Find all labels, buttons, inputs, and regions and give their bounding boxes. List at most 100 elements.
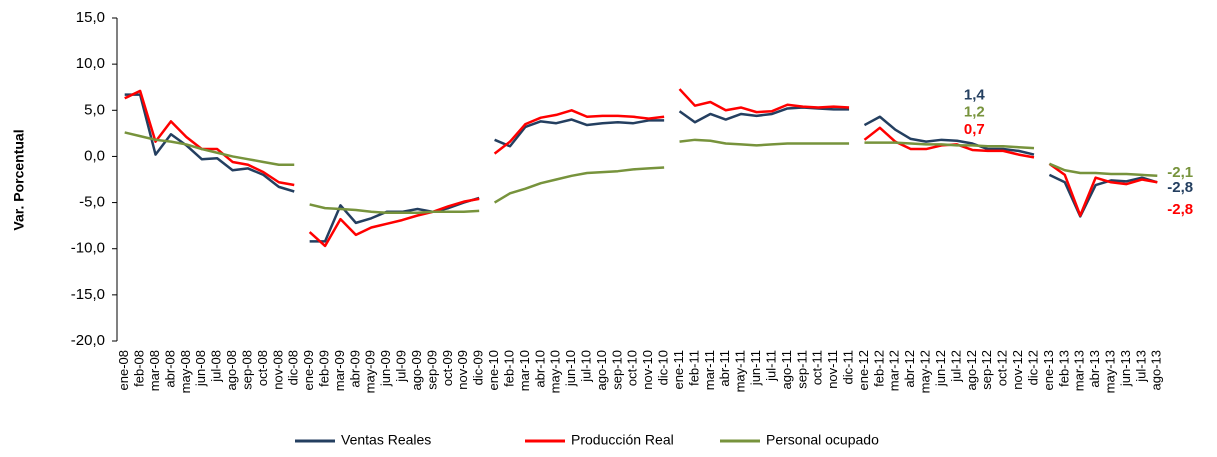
series-line <box>863 115 1035 156</box>
x-tick-label: ene-13 <box>1041 350 1056 390</box>
series-line <box>864 141 1035 150</box>
y-tick-label: 15,0 <box>76 9 105 26</box>
legend-label: Personal ocupado <box>766 432 879 448</box>
x-tick-label: nov-11 <box>825 350 840 389</box>
x-tick-label: jun-13 <box>1118 350 1133 387</box>
x-tick-label: ago-09 <box>409 350 424 390</box>
series-line <box>678 88 850 114</box>
y-tick-label: -5,0 <box>79 194 105 211</box>
x-tick-label: nov-10 <box>640 350 655 390</box>
series-line <box>1048 162 1158 178</box>
x-tick-label: nov-09 <box>455 350 470 390</box>
data-label: -2,8 <box>1167 201 1193 218</box>
x-tick-label: sep-08 <box>239 350 254 390</box>
legend-label: Ventas Reales <box>341 432 431 448</box>
x-tick-label: ago-08 <box>224 350 239 390</box>
x-tick-label: dic-11 <box>840 350 855 384</box>
x-tick-label: jul-10 <box>578 350 593 383</box>
x-tick-label: ago-10 <box>594 350 609 390</box>
x-tick-label: jul-09 <box>394 350 409 383</box>
x-tick-label: may-12 <box>918 350 933 393</box>
x-tick-label: jul-11 <box>763 350 778 382</box>
x-tick-label: oct-11 <box>810 350 825 385</box>
x-tick-label: jul-12 <box>948 350 963 383</box>
data-label: -2,1 <box>1167 164 1193 181</box>
series-line <box>308 197 480 248</box>
x-tick-label: ene-08 <box>116 350 131 390</box>
x-tick-label: sep-10 <box>609 350 624 390</box>
x-tick-label: mar-10 <box>517 350 532 391</box>
x-tick-label: ene-12 <box>856 350 871 390</box>
data-label: 0,7 <box>964 121 985 138</box>
series-line <box>1048 173 1158 218</box>
x-tick-label: ene-11 <box>671 350 686 390</box>
x-tick-label: ene-09 <box>301 350 316 390</box>
data-label: -2,8 <box>1167 179 1193 196</box>
x-tick-label: abr-13 <box>1087 350 1102 388</box>
x-tick-label: nov-08 <box>270 350 285 390</box>
x-tick-label: sep-11 <box>794 350 809 389</box>
x-tick-label: sep-12 <box>979 350 994 390</box>
x-tick-label: feb-08 <box>132 350 147 387</box>
series-line <box>1048 162 1158 217</box>
x-tick-label: dic-08 <box>286 350 301 385</box>
x-tick-label: oct-09 <box>440 350 455 386</box>
x-tick-label: mar-13 <box>1072 350 1087 391</box>
data-label: 1,2 <box>964 103 985 120</box>
y-axis-label: Var. Porcentual <box>11 129 27 230</box>
x-tick-label: jun-12 <box>933 350 948 387</box>
x-tick-label: mar-08 <box>147 350 162 391</box>
x-tick-label: feb-12 <box>871 350 886 387</box>
x-tick-label: sep-09 <box>424 350 439 390</box>
data-label: 1,4 <box>964 86 986 103</box>
y-tick-label: 5,0 <box>84 101 105 118</box>
series-line <box>124 89 295 187</box>
y-tick-label: -10,0 <box>71 240 105 257</box>
x-tick-label: ago-12 <box>964 350 979 390</box>
x-tick-label: mar-12 <box>887 350 902 391</box>
y-tick-label: -20,0 <box>71 332 105 349</box>
series-line <box>124 131 295 166</box>
x-tick-label: jun-11 <box>748 350 763 386</box>
series-line <box>493 166 665 204</box>
x-tick-label: nov-12 <box>1010 350 1025 390</box>
x-tick-label: abr-08 <box>162 350 177 388</box>
x-tick-label: may-11 <box>733 350 748 392</box>
x-tick-label: ene-10 <box>486 350 501 390</box>
x-tick-label: jun-10 <box>563 350 578 387</box>
x-tick-label: abr-10 <box>532 350 547 388</box>
x-tick-label: oct-12 <box>995 350 1010 386</box>
y-tick-label: 10,0 <box>76 55 105 72</box>
x-tick-label: feb-09 <box>316 350 331 387</box>
x-tick-label: ago-13 <box>1149 350 1164 390</box>
x-tick-label: dic-10 <box>656 350 671 385</box>
x-tick-label: ago-11 <box>779 350 794 390</box>
x-tick-label: oct-08 <box>255 350 270 386</box>
x-tick-label: mar-11 <box>702 350 717 390</box>
x-tick-label: may-09 <box>363 350 378 393</box>
x-tick-label: abr-11 <box>717 350 732 387</box>
legend-label: Producción Real <box>571 432 674 448</box>
x-tick-label: feb-10 <box>501 350 516 387</box>
x-tick-label: may-13 <box>1102 350 1117 393</box>
y-tick-label: 0,0 <box>84 147 105 164</box>
x-tick-label: oct-10 <box>625 350 640 386</box>
x-tick-label: jul-13 <box>1133 350 1148 383</box>
x-tick-label: jun-09 <box>378 350 393 387</box>
x-tick-label: abr-09 <box>347 350 362 388</box>
series-line <box>493 109 665 155</box>
series-line <box>678 106 850 124</box>
series-line <box>679 138 850 147</box>
x-tick-label: mar-09 <box>332 350 347 391</box>
x-tick-label: jun-08 <box>193 350 208 387</box>
x-tick-label: feb-11 <box>686 350 701 386</box>
x-tick-label: may-08 <box>178 350 193 393</box>
x-tick-label: dic-09 <box>471 350 486 385</box>
series-line <box>124 93 295 193</box>
x-tick-label: feb-13 <box>1056 350 1071 387</box>
series-line <box>494 118 665 148</box>
x-tick-label: jul-08 <box>209 350 224 383</box>
x-tick-label: dic-12 <box>1025 350 1040 385</box>
x-tick-label: may-10 <box>548 350 563 393</box>
